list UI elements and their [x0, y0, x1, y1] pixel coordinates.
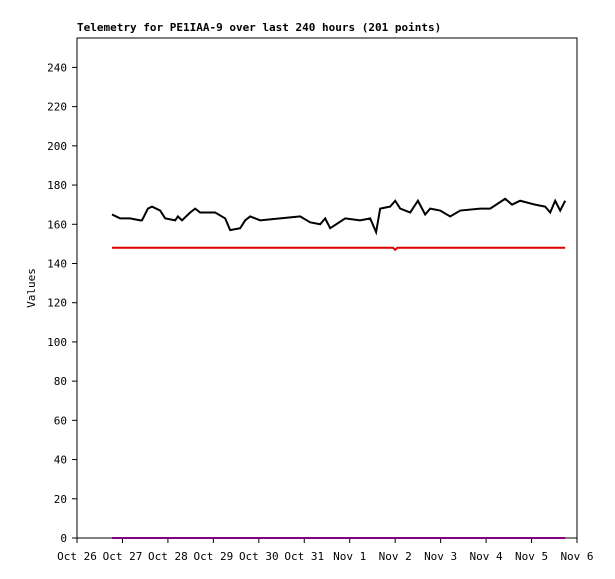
x-tick-label: Oct 27	[103, 550, 143, 563]
y-tick-label: 20	[54, 493, 67, 506]
plot-frame	[76, 37, 578, 539]
x-tick-label: Oct 31	[284, 550, 324, 563]
y-tick-label: 220	[47, 101, 67, 114]
x-tick-label: Nov 3	[424, 550, 457, 563]
y-tick-label: 80	[54, 375, 67, 388]
x-tick-label: Oct 30	[239, 550, 279, 563]
x-tick-label: Nov 5	[515, 550, 548, 563]
data-line	[112, 246, 566, 252]
y-tick-label: 200	[47, 140, 67, 153]
y-tick-label: 40	[54, 454, 67, 467]
y-tick-label: 140	[47, 257, 67, 270]
x-tick-label: Oct 28	[148, 550, 188, 563]
y-tick-label: 0	[60, 532, 67, 545]
y-tick-label: 240	[47, 61, 67, 74]
chart-title: Telemetry for PE1IAA-9 over last 240 hou…	[77, 21, 441, 34]
data-line	[111, 197, 567, 236]
y-tick-label: 180	[47, 179, 67, 192]
x-tick-label: Nov 6	[560, 550, 593, 563]
y-tick-label: 100	[47, 336, 67, 349]
x-tick-label: Oct 29	[193, 550, 233, 563]
y-tick-label: 60	[54, 414, 67, 427]
x-tick-label: Nov 2	[379, 550, 412, 563]
x-tick-label: Nov 4	[470, 550, 503, 563]
y-tick-label: 120	[47, 297, 67, 310]
x-tick-label: Oct 26	[57, 550, 97, 563]
x-tick-label: Nov 1	[333, 550, 366, 563]
y-tick-label: 160	[47, 218, 67, 231]
y-axis-label: Values	[25, 268, 38, 308]
